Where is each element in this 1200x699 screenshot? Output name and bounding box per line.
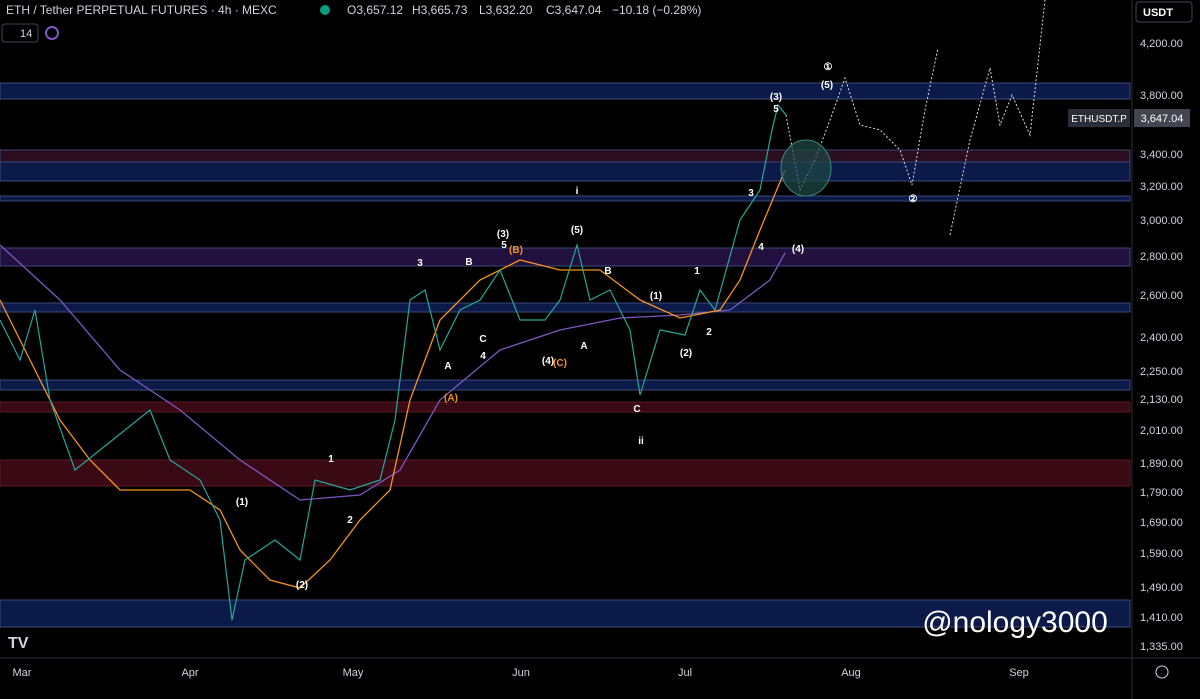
- wave-label: (C): [553, 358, 567, 369]
- watermark: @nology3000: [922, 606, 1108, 639]
- time-label: Jun: [512, 667, 530, 679]
- price-label: 4,200.00: [1140, 38, 1183, 50]
- wave-label: 5: [773, 104, 779, 115]
- time-label: Sep: [1009, 667, 1029, 679]
- price-label: 1,890.00: [1140, 458, 1183, 470]
- symbol: ETH / Tether PERPETUAL FUTURES · 4h · ME…: [6, 3, 277, 17]
- price-axis: 4,200.00 3,800.00 3,400.00 3,200.00 3,000.00…: [1140, 38, 1183, 653]
- zone: [0, 247, 1131, 267]
- zone: [0, 401, 1131, 413]
- price-label: 2,250.00: [1140, 366, 1183, 378]
- status-dot: [320, 5, 330, 15]
- indicator-toggle[interactable]: [1, 23, 39, 43]
- time-label: Aug: [841, 667, 861, 679]
- wave-label: A: [444, 361, 451, 372]
- wave-label: (1): [650, 291, 662, 302]
- price-label: 3,200.00: [1140, 181, 1183, 193]
- settings-icon[interactable]: [1155, 665, 1169, 679]
- projection: [785, 47, 939, 192]
- ohlc-low: L3,632.20: [479, 3, 533, 17]
- price-label: 3,000.00: [1140, 215, 1183, 227]
- zone: [0, 161, 1131, 182]
- wave-label: 2: [706, 327, 712, 338]
- projection: [949, 0, 1046, 236]
- wave-label: (4): [792, 244, 804, 255]
- ohlc-close: C3,647.04: [546, 3, 602, 17]
- zones: [0, 82, 1131, 628]
- zone: [0, 302, 1131, 313]
- price-label: 1,335.00: [1140, 641, 1183, 653]
- tv-logo: TV: [8, 635, 29, 652]
- ohlc-open: O3,657.12: [347, 3, 403, 17]
- wave-label: (4): [542, 356, 554, 367]
- wave-label: 4: [758, 242, 764, 253]
- wave-label: A: [580, 341, 587, 352]
- wave-label: (1): [236, 497, 248, 508]
- zone: [0, 599, 1131, 628]
- wave-label: 5: [501, 240, 507, 251]
- wave-label: ②: [909, 194, 918, 205]
- zone: [0, 195, 1131, 202]
- time-label: Apr: [181, 667, 198, 679]
- wave-label: ①: [824, 62, 833, 73]
- wave-label: (5): [571, 225, 583, 236]
- wave-label: (2): [680, 348, 692, 359]
- price-label: 2,800.00: [1140, 251, 1183, 263]
- price-tag-bg: [1134, 109, 1190, 127]
- time-label: Mar: [13, 667, 32, 679]
- wave-label: (2): [296, 580, 308, 591]
- wave-label: 1: [694, 266, 700, 277]
- wave-label: 3: [748, 188, 754, 199]
- price-label: 2,010.00: [1140, 425, 1183, 437]
- currency-button[interactable]: [1135, 1, 1193, 23]
- price-path: [0, 103, 787, 621]
- ohlc-high: H3,665.73: [412, 3, 468, 17]
- price-tag-symbol: ETHUSDT.P: [1071, 114, 1127, 125]
- wave-label: 4: [480, 351, 486, 362]
- ma-fast: [0, 169, 786, 589]
- price-label: 1,410.00: [1140, 612, 1183, 624]
- price-label: 1,490.00: [1140, 582, 1183, 594]
- price-label: 2,400.00: [1140, 332, 1183, 344]
- zone: [0, 149, 1131, 163]
- wave-label: ii: [638, 436, 644, 447]
- wave-label: 2: [347, 515, 353, 526]
- indicator-value: 14: [20, 28, 32, 40]
- time-label: Jul: [678, 667, 692, 679]
- time-label: May: [343, 667, 364, 679]
- wave-label: (3): [770, 92, 782, 103]
- price-label: 3,400.00: [1140, 149, 1183, 161]
- price-label: 1,690.00: [1140, 517, 1183, 529]
- price-label: 1,590.00: [1140, 548, 1183, 560]
- highlight-ellipse: [780, 139, 832, 197]
- price-label: 2,130.00: [1140, 394, 1183, 406]
- wave-label: (3): [497, 229, 509, 240]
- ohlc-change: −10.18 (−0.28%): [612, 3, 701, 17]
- wave-label: (5): [821, 80, 833, 91]
- price-tag-symbol-bg: [1068, 109, 1130, 127]
- indicator-icon[interactable]: [45, 26, 59, 40]
- wave-label: B: [604, 266, 611, 277]
- wave-label: (B): [509, 245, 523, 256]
- wave-label: 3: [417, 258, 423, 269]
- price-label: 3,800.00: [1140, 90, 1183, 102]
- price-label: 1,790.00: [1140, 487, 1183, 499]
- wave-label: C: [479, 334, 486, 345]
- wave-label: B: [465, 257, 472, 268]
- wave-label: C: [633, 404, 640, 415]
- wave-label: 1: [328, 454, 334, 465]
- price-tag-price: 3,647.04: [1141, 113, 1184, 125]
- zone: [0, 459, 1131, 487]
- currency: USDT: [1143, 7, 1173, 19]
- price-label: 2,600.00: [1140, 290, 1183, 302]
- time-axis: Mar Apr May Jun Jul Aug Sep: [13, 667, 1029, 679]
- wave-label: (A): [444, 393, 458, 404]
- annotations: (3)5(5)①34 (4)②i(3)5 (B)(5)3 BB 1(1)C4A (4)(C…: [236, 62, 918, 591]
- zone: [0, 82, 1131, 100]
- wave-label: i: [576, 186, 579, 197]
- zone: [0, 379, 1131, 391]
